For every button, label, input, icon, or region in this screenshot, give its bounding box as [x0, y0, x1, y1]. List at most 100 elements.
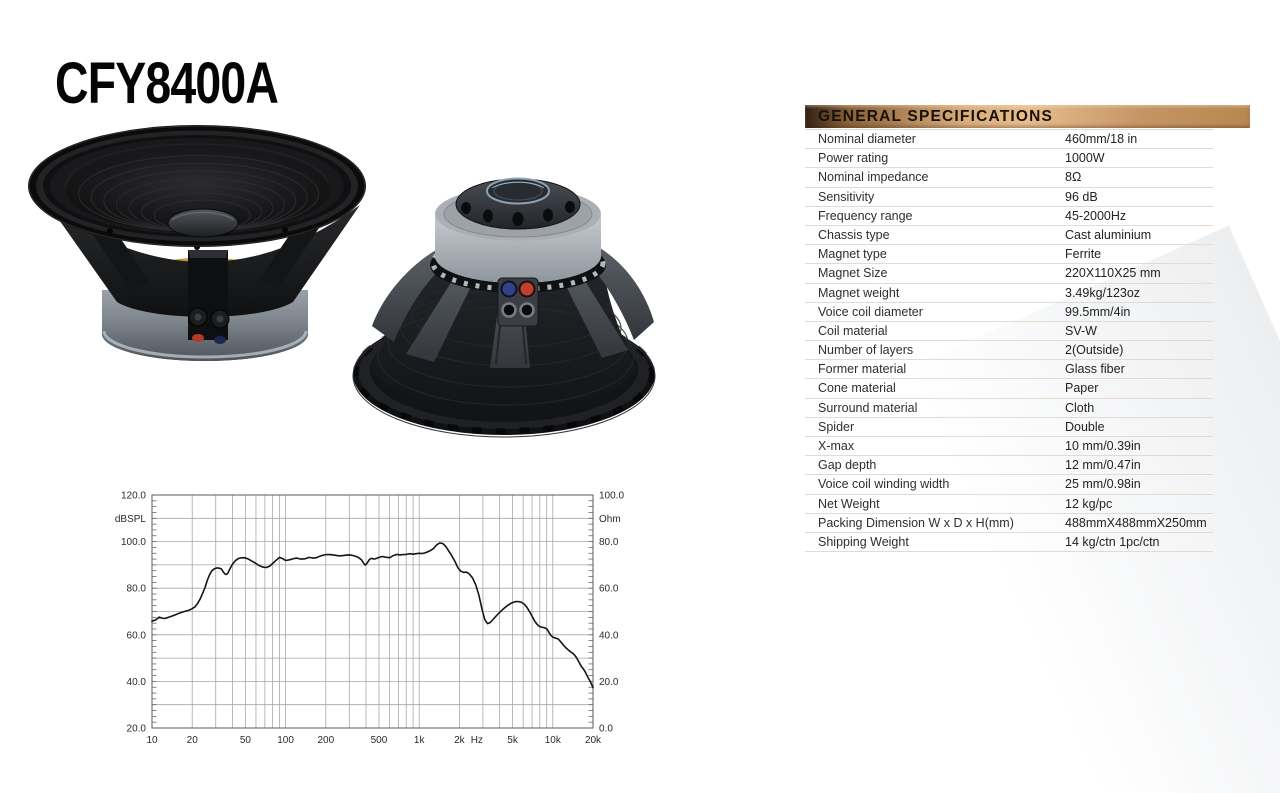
- spec-label: Power rating: [818, 151, 889, 166]
- speaker-front-image: [28, 125, 366, 361]
- spec-value: SV-W: [1065, 323, 1097, 338]
- spec-label: Former material: [818, 362, 907, 377]
- svg-text:10: 10: [146, 735, 158, 746]
- svg-text:5k: 5k: [507, 735, 519, 746]
- spec-row: Magnet type Ferrite: [805, 245, 1213, 265]
- spec-value: 10 mm/0.39in: [1065, 439, 1141, 453]
- spec-value: 2(Outside): [1065, 343, 1124, 358]
- rear-magnet-assembly: [430, 177, 606, 293]
- chart-grid: [151, 494, 594, 729]
- spec-row: Nominal impedance 8Ω: [805, 168, 1213, 188]
- spec-label: Nominal diameter: [818, 132, 916, 146]
- dust-cap: [167, 208, 239, 238]
- spec-label: Magnet type: [818, 247, 887, 262]
- spec-value: 460mm/18 in: [1065, 132, 1138, 146]
- spec-row: Sensitivity 96 dB: [805, 188, 1213, 207]
- spec-value: 1000W: [1065, 151, 1105, 166]
- spec-table-title: GENERAL SPECIFICATIONS: [818, 108, 1054, 125]
- spec-row: Former material Glass fiber: [805, 360, 1213, 380]
- general-specifications: GENERAL SPECIFICATIONS Nominal diameter 4…: [805, 105, 1250, 553]
- frequency-response-chart: 120.0 100.0 80.0 60.0 40.0 20.0 dBSPL 100.0 80.0…: [113, 482, 665, 765]
- woofer-basket: [50, 205, 360, 344]
- svg-text:40.0: 40.0: [127, 677, 147, 688]
- spec-row: Magnet Size 220X110X25 mm: [805, 264, 1213, 284]
- spec-value: Paper: [1065, 381, 1099, 396]
- spec-label: X-max: [818, 439, 855, 453]
- spec-row: Magnet weight 3.49kg/123oz: [805, 284, 1213, 303]
- spec-label: Packing Dimension W x D x H(mm): [818, 515, 1014, 530]
- cone: [66, 147, 330, 233]
- spec-label: Number of layers: [818, 343, 914, 358]
- spec-value: 45-2000Hz: [1065, 208, 1127, 223]
- spec-row: Power rating 1000W: [805, 149, 1213, 169]
- svg-text:40.0: 40.0: [599, 630, 619, 641]
- spec-value: Glass fiber: [1065, 362, 1125, 377]
- svg-text:200: 200: [317, 735, 334, 746]
- chart-minor-ticks: [152, 494, 593, 729]
- spec-label: Magnet weight: [818, 285, 900, 300]
- spec-value: 99.5mm/4in: [1065, 304, 1131, 319]
- spec-row: Voice coil winding width 25 mm/0.98in: [805, 475, 1213, 495]
- spec-row: Surround material Cloth: [805, 399, 1213, 418]
- positive-binding-post: [518, 280, 536, 298]
- spec-value: 3.49kg/123oz: [1065, 285, 1141, 300]
- spec-label: Voice coil diameter: [818, 304, 923, 319]
- svg-text:20k: 20k: [585, 735, 602, 746]
- svg-text:100.0: 100.0: [121, 537, 146, 548]
- svg-text:100.0: 100.0: [599, 491, 624, 502]
- spec-row: X-max 10 mm/0.39in: [805, 437, 1213, 457]
- chart-axis-labels: 120.0100.080.060.040.020.0dBSPL100.080.0…: [115, 491, 625, 747]
- spec-row: Packing Dimension W x D x H(mm) 488mmX488…: [805, 514, 1213, 533]
- spec-row: Shipping Weight 14 kg/ctn 1pc/ctn: [805, 533, 1213, 553]
- spec-row: Frequency range 45-2000Hz: [805, 207, 1213, 226]
- spec-value: 12 kg/pc: [1065, 496, 1113, 511]
- positive-terminal: [192, 334, 204, 342]
- svg-text:500: 500: [371, 735, 388, 746]
- woofer-rim-and-cone: [28, 125, 366, 250]
- spec-value: Cast aluminium: [1065, 227, 1152, 242]
- vent-holes: [461, 201, 575, 226]
- spec-value: 12 mm/0.47in: [1065, 458, 1141, 473]
- spec-value: 220X110X25 mm: [1065, 266, 1161, 281]
- spec-value: 96 dB: [1065, 189, 1098, 204]
- svg-text:2k: 2k: [454, 735, 466, 746]
- spec-label: Cone material: [818, 381, 896, 396]
- negative-terminal: [214, 336, 226, 344]
- svg-text:Hz: Hz: [471, 735, 483, 746]
- spec-row: Net Weight 12 kg/pc: [805, 495, 1213, 514]
- svg-text:10k: 10k: [545, 735, 562, 746]
- svg-text:80.0: 80.0: [599, 537, 619, 548]
- svg-text:60.0: 60.0: [127, 630, 147, 641]
- spec-row: Voice coil diameter 99.5mm/4in: [805, 303, 1213, 322]
- svg-text:1k: 1k: [414, 735, 426, 746]
- spec-label: Sensitivity: [818, 189, 875, 204]
- spec-value: Cloth: [1065, 400, 1095, 415]
- svg-text:120.0: 120.0: [121, 491, 146, 502]
- spec-row: Gap depth 12 mm/0.47in: [805, 456, 1213, 476]
- spec-label: Magnet Size: [818, 266, 888, 281]
- rear-terminals: [497, 277, 539, 327]
- spec-table: Nominal diameter 460mm/18 in Power rating 1…: [805, 129, 1213, 553]
- spec-row: Nominal diameter 460mm/18 in: [805, 130, 1213, 150]
- spec-row: Cone material Paper: [805, 379, 1213, 399]
- chart-canvas: 120.0100.080.060.040.020.0dBSPL100.080.0…: [115, 491, 625, 747]
- svg-text:20.0: 20.0: [127, 724, 147, 735]
- spec-value: 8Ω: [1065, 170, 1082, 185]
- svg-text:20.0: 20.0: [599, 677, 619, 688]
- negative-binding-post: [500, 280, 518, 298]
- spec-row: Chassis type Cast aluminium: [805, 226, 1213, 246]
- spec-label: Nominal impedance: [818, 170, 929, 185]
- svg-text:Ohm: Ohm: [599, 514, 621, 525]
- spec-label: Spider: [818, 419, 855, 434]
- spec-label: Gap depth: [818, 458, 877, 473]
- spec-row: Coil material SV-W: [805, 322, 1213, 342]
- svg-text:dBSPL: dBSPL: [115, 514, 147, 525]
- spec-value: 488mmX488mmX250mm: [1065, 515, 1207, 530]
- spl-curve: [151, 542, 594, 689]
- spec-label: Net Weight: [818, 496, 880, 511]
- spec-value: 25 mm/0.98in: [1065, 477, 1141, 492]
- spec-row: Spider Double: [805, 418, 1213, 437]
- spec-row: Number of layers 2(Outside): [805, 341, 1213, 361]
- speaker-rear-image: [352, 177, 656, 438]
